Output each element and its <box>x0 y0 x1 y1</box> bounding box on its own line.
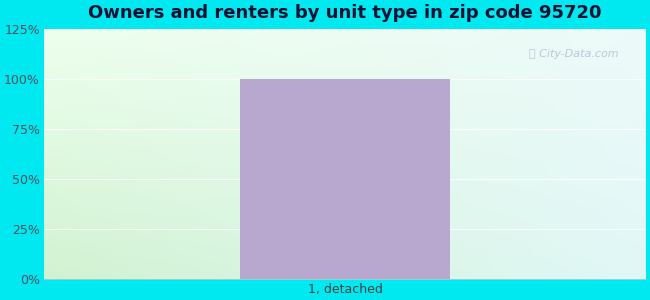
Title: Owners and renters by unit type in zip code 95720: Owners and renters by unit type in zip c… <box>88 4 602 22</box>
Text: ⓘ City-Data.com: ⓘ City-Data.com <box>529 49 618 59</box>
Bar <box>240 79 450 279</box>
